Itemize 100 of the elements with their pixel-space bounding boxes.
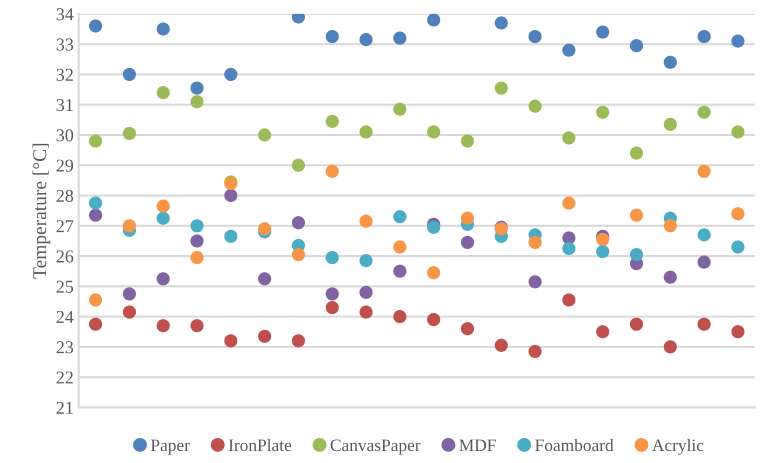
point [427,220,440,234]
point [224,188,238,202]
point [596,325,610,338]
point [89,196,102,210]
point [359,286,373,299]
y-tick-label: 31 [56,99,73,112]
point [393,210,406,224]
point [156,319,170,332]
point [664,270,677,284]
point [156,22,170,36]
point [731,207,745,220]
point [393,102,406,116]
point [156,86,170,100]
point [292,248,306,262]
point [224,334,238,348]
y-tick-label: 26 [56,250,74,263]
y-tick-label: 29 [56,160,74,172]
point [224,230,238,243]
y-tick-label: 25 [56,280,74,293]
point [122,305,136,319]
point [326,287,339,301]
point [630,318,644,331]
legend-label: Foamboard [535,438,614,452]
point [596,232,610,246]
point [156,272,170,286]
point [359,125,373,139]
point [494,16,508,30]
point [427,266,440,280]
point [122,219,136,232]
point [326,251,339,264]
y-tick-label: 32 [56,68,73,81]
point [596,244,610,258]
legend-label: IronPlate [228,438,292,452]
point [393,240,406,254]
point [190,219,204,232]
point [359,254,373,268]
point [359,305,373,319]
point [156,200,170,213]
point [258,330,272,343]
y-tick-label: 30 [56,129,74,142]
y-tick-label: 34 [56,8,74,20]
point [528,236,542,250]
point [664,118,677,131]
point [698,256,711,269]
point [562,293,576,307]
point [630,39,644,52]
point [190,319,204,332]
point [156,212,170,225]
point [190,251,204,264]
point [664,340,677,354]
y-tick-label: 27 [56,220,74,232]
point [494,338,508,352]
point [258,222,272,236]
point [664,56,677,69]
point [460,212,474,225]
point [89,318,102,331]
point [562,242,576,256]
point [460,322,474,336]
point [326,300,339,314]
point [427,125,440,139]
point [731,34,745,48]
point [359,214,373,228]
y-axis-title: Temperature [°C] [32,144,50,279]
point [596,106,610,119]
point [528,30,542,44]
point [731,325,745,338]
point [89,19,102,33]
point [494,81,508,95]
point [528,275,542,288]
point [326,30,339,44]
point [528,100,542,113]
point [122,68,136,82]
legend-label: MDF [459,440,496,451]
point [190,95,204,108]
point [698,30,711,44]
point [460,134,474,148]
point [460,236,474,250]
legend-label: CanvasPaper [330,439,420,455]
point [630,146,644,160]
y-tick-label: 28 [56,190,74,202]
point [427,313,440,326]
point [562,131,576,145]
legend-label: Acrylic [652,438,704,455]
point [393,264,406,278]
point [258,272,272,286]
y-tick-label: 22 [56,371,73,384]
point [190,81,204,95]
point [89,293,102,307]
point [698,164,711,178]
point [731,125,745,139]
point [359,33,373,46]
point [292,158,306,172]
point [562,44,576,57]
legend-label: Paper [150,440,190,455]
point [630,248,644,262]
point [596,25,610,39]
point [326,164,339,178]
point [89,208,102,222]
point [664,219,677,232]
point [122,126,136,140]
